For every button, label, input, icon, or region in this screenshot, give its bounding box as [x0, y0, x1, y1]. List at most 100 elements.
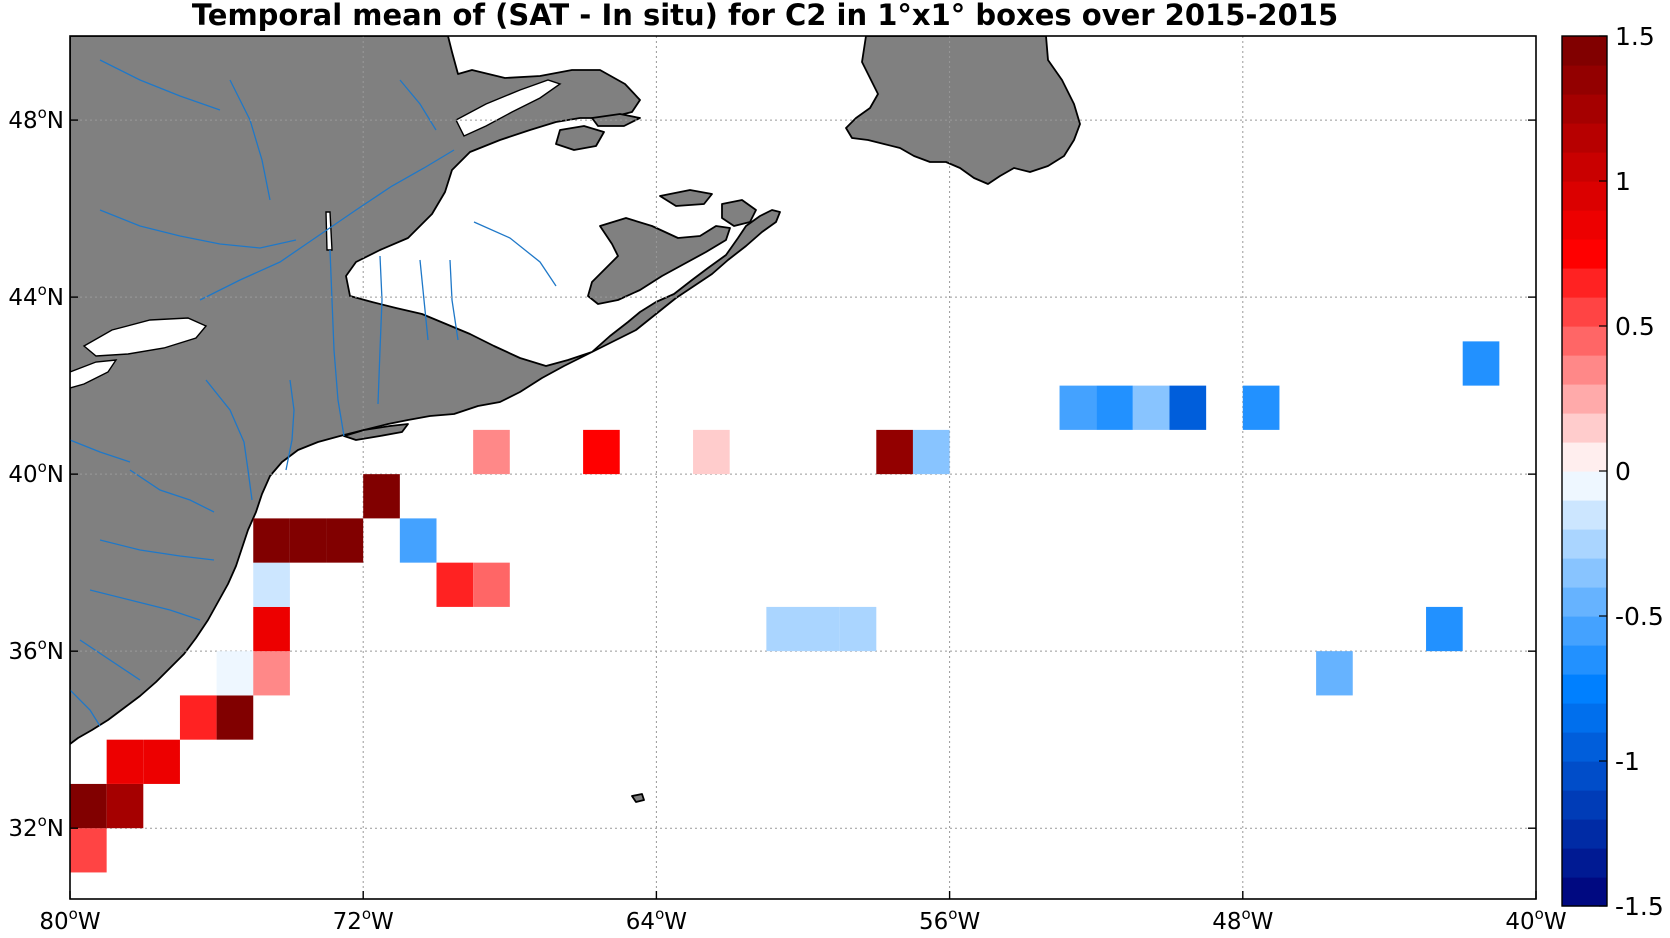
colorbar-swatch — [1562, 703, 1607, 733]
heatmap-cell — [70, 783, 107, 829]
river-connecticut — [377, 255, 383, 405]
prince-edward-island — [659, 189, 713, 207]
heatmap-cells — [70, 341, 1500, 873]
heatmap-cell — [1132, 385, 1170, 430]
colorbar-tick-label: 0.5 — [1615, 312, 1655, 341]
lake-ontario — [82, 317, 208, 357]
colorbar-tick-label: 0 — [1615, 457, 1631, 486]
cape-breton-island — [721, 199, 757, 227]
river-saguenay — [399, 79, 437, 131]
heatmap-cell — [106, 783, 144, 829]
heatmap-cell — [399, 518, 437, 563]
colorbar-tick-label: -0.5 — [1615, 602, 1664, 631]
colorbar-swatch — [1562, 471, 1607, 501]
heatmap-cell — [143, 739, 180, 784]
colorbar-swatch — [1562, 152, 1607, 182]
colorbar-swatch — [1562, 413, 1607, 443]
nova-scotia — [587, 217, 731, 305]
river-saint-john — [473, 221, 557, 287]
colorbar-swatch — [1562, 616, 1607, 646]
heatmap-cell — [70, 828, 107, 873]
colorbar: 1.5 1 0.5 0 -0.5 -1 -1.5 — [1561, 22, 1664, 921]
colorbar-tick-label: 1 — [1615, 167, 1631, 196]
rivers-layer — [70, 59, 557, 727]
x-tick-label: 48oW — [1212, 905, 1273, 935]
heatmap-cell — [363, 474, 400, 519]
lake-erie — [70, 359, 118, 389]
gulf-of-st-lawrence-shore — [555, 125, 605, 151]
river-quebec-interior — [229, 79, 271, 201]
colorbar-swatch — [1562, 355, 1607, 385]
x-tick-label: 40oW — [1505, 905, 1566, 935]
heatmap-cell — [216, 651, 254, 696]
river-hudson — [329, 249, 345, 437]
colorbar-swatch — [1562, 326, 1607, 356]
colorbar-swatch — [1562, 877, 1607, 907]
bermuda — [631, 793, 645, 803]
colorbar-swatch — [1562, 761, 1607, 791]
heatmap-cell — [253, 518, 290, 563]
colorbar-swatch — [1562, 529, 1607, 559]
x-tick-label: 72oW — [333, 905, 394, 935]
heatmap-cell — [803, 606, 840, 652]
river-potomac — [129, 469, 215, 513]
colorbar-swatch — [1562, 558, 1607, 588]
river-roanoke — [89, 589, 201, 621]
river-ottawa — [99, 209, 297, 249]
land-layer — [70, 36, 1081, 803]
y-tick-label: 36oN — [8, 635, 64, 665]
river-labrador-north — [99, 59, 221, 111]
colorbar-swatch — [1562, 442, 1607, 472]
heatmap-cell — [253, 606, 290, 652]
y-tick-label: 48oN — [8, 104, 64, 134]
colorbar-swatch — [1562, 36, 1607, 66]
y-tick-label: 44oN — [8, 281, 64, 311]
st-lawrence-river — [455, 79, 562, 137]
river-penobscot — [449, 259, 459, 341]
colorbar-swatch — [1562, 500, 1607, 530]
heatmap-cell — [289, 518, 327, 563]
colorbar-swatch — [1562, 674, 1607, 704]
river-ohio-tributary — [70, 439, 131, 463]
heatmap-cell — [1462, 341, 1500, 386]
heatmap-cell — [179, 695, 217, 740]
x-tick-label: 56oW — [919, 905, 980, 935]
river-james — [99, 539, 215, 561]
river-delaware — [285, 379, 295, 471]
heatmap-cell — [1426, 606, 1463, 652]
heatmap-cell — [839, 606, 877, 652]
heatmap-cell — [253, 651, 290, 696]
colorbar-swatch — [1562, 790, 1607, 820]
colorbar-swatch — [1562, 297, 1607, 327]
map-title: Temporal mean of (SAT - In situ) for C2 … — [191, 0, 1339, 32]
colorbar-swatch — [1562, 65, 1607, 95]
x-tick-label: 80oW — [39, 905, 100, 935]
colorbar-swatch — [1562, 645, 1607, 675]
lake-champlain — [325, 211, 333, 251]
colorbar-swatch — [1562, 94, 1607, 124]
lakes-layer — [70, 79, 562, 389]
heatmap-cell — [1242, 385, 1280, 430]
heatmap-cell — [1316, 651, 1353, 696]
heatmap-cell — [766, 606, 803, 652]
heatmap-cell — [253, 562, 290, 607]
newfoundland — [845, 36, 1081, 185]
river-susquehanna — [205, 379, 253, 501]
heatmap-cell — [1169, 385, 1207, 430]
colorbar-swatch — [1562, 587, 1607, 617]
colorbar-tick-label: -1.5 — [1615, 892, 1664, 921]
heatmap-cell — [106, 739, 144, 784]
colorbar-swatch — [1562, 239, 1607, 269]
x-tick-label: 64oW — [626, 905, 687, 935]
long-island — [343, 423, 409, 441]
river-kennebec — [419, 259, 429, 341]
river-savannah — [70, 689, 101, 727]
heatmap-cell — [326, 518, 364, 563]
north-america-landmass — [70, 36, 781, 745]
colorbar-tick-label: -1 — [1615, 747, 1640, 776]
colorbar-swatch — [1562, 848, 1607, 878]
colorbar-tick-label: 1.5 — [1615, 22, 1655, 51]
heatmap-cell — [216, 695, 254, 740]
heatmap-cell — [912, 429, 950, 475]
